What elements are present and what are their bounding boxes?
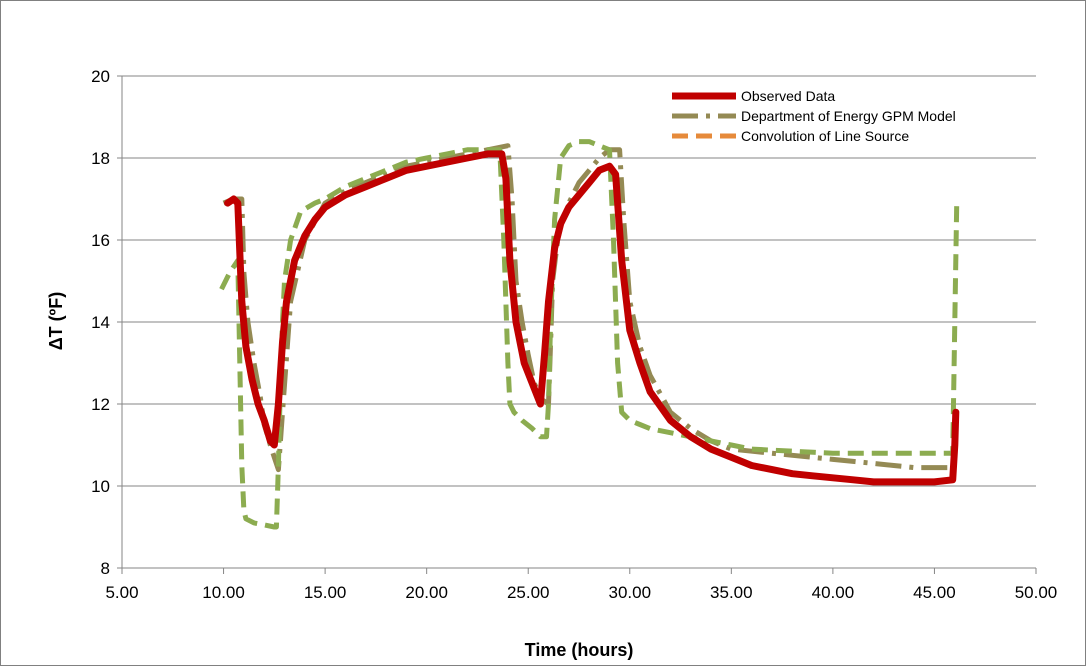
x-tick-label: 25.00 <box>507 583 550 602</box>
series-line-0 <box>224 150 960 486</box>
x-tick-label: 50.00 <box>1015 583 1058 602</box>
legend: Observed Data Department of Energy GPM Mo… <box>672 88 956 144</box>
x-tick-label: 45.00 <box>913 583 956 602</box>
legend-label: Department of Energy GPM Model <box>741 108 956 124</box>
x-tick-label: 20.00 <box>405 583 448 602</box>
y-tick-label: 12 <box>91 395 110 414</box>
y-tick-label: 16 <box>91 231 110 250</box>
legend-label: Observed Data <box>741 88 835 104</box>
x-axis-title: Time (hours) <box>525 640 634 660</box>
x-tick-label: 35.00 <box>710 583 753 602</box>
series-group <box>219 139 960 530</box>
y-tick-label: 10 <box>91 477 110 496</box>
gridlines <box>122 75 1036 487</box>
y-axis-title: ΔT (ºF) <box>46 292 66 351</box>
x-tick-label: 10.00 <box>202 583 245 602</box>
y-tick-label: 18 <box>91 149 110 168</box>
axes: 8 10 12 14 16 18 20 5.00 10.00 15.00 20.00 25.00 30.… <box>91 67 1057 602</box>
y-tick-label: 20 <box>91 67 110 86</box>
x-tick-label: 40.00 <box>812 583 855 602</box>
x-tick-label: 5.00 <box>105 583 138 602</box>
legend-label: Convolution of Line Source <box>741 128 909 144</box>
x-tick-label: 30.00 <box>609 583 652 602</box>
x-tick-label: 15.00 <box>304 583 347 602</box>
y-tick-label: 14 <box>91 313 110 332</box>
y-tick-label: 8 <box>101 559 110 578</box>
